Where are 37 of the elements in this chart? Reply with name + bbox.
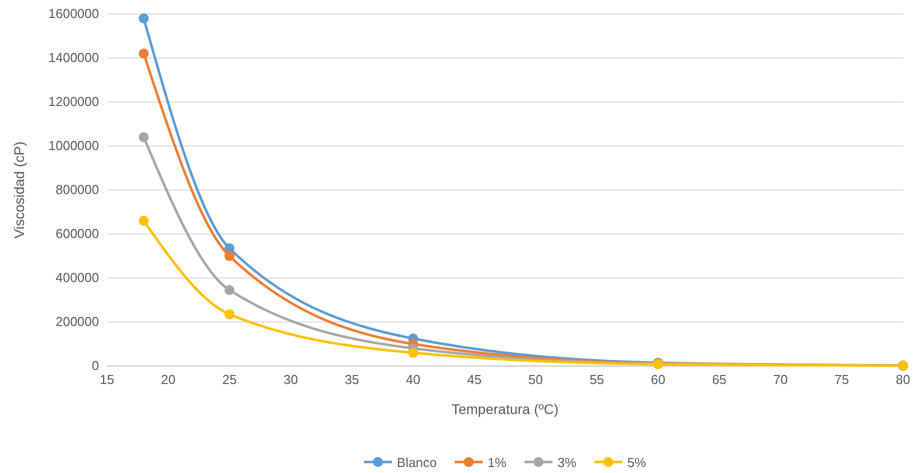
point xyxy=(138,132,149,142)
y-tick-label: 1200000 xyxy=(48,94,99,110)
point xyxy=(224,285,234,296)
point xyxy=(138,48,149,59)
x-tick-label: 35 xyxy=(344,372,360,388)
x-tick-label: 75 xyxy=(834,372,850,388)
x-tick-label: 20 xyxy=(160,372,176,388)
y-tick-label: 200000 xyxy=(56,314,99,330)
x-tick-label: 30 xyxy=(283,372,298,388)
x-tick-label: 65 xyxy=(712,372,727,388)
x-tick-label: 70 xyxy=(773,372,788,388)
point xyxy=(224,309,234,320)
y-tick-label: 1600000 xyxy=(48,6,99,22)
legend-label: 1% xyxy=(488,455,507,470)
y-tick-label: 1400000 xyxy=(48,50,99,66)
y-tick-label: 400000 xyxy=(56,270,99,286)
x-tick-label: 55 xyxy=(590,372,604,388)
y-tick-label: 800000 xyxy=(56,182,99,198)
x-tick-label: 50 xyxy=(528,372,543,388)
x-tick-label: 40 xyxy=(406,372,420,388)
point xyxy=(138,216,149,226)
y-tick-label: 1000000 xyxy=(48,138,99,154)
point xyxy=(138,13,149,24)
legend-label: 3% xyxy=(557,455,577,470)
y-tick-label: 0 xyxy=(92,358,99,374)
y-tick-label: 600000 xyxy=(56,226,99,242)
y-axis-title: Viscosidad (cP) xyxy=(11,141,27,239)
x-tick-label: 15 xyxy=(100,372,114,388)
legend-label: 5% xyxy=(627,455,647,470)
x-tick-label: 80 xyxy=(896,372,910,388)
x-tick-label: 25 xyxy=(222,372,237,388)
x-tick-label: 60 xyxy=(650,372,666,388)
x-axis-title: Temperatura (ºC) xyxy=(451,401,559,417)
x-tick-label: 45 xyxy=(467,372,482,388)
legend-label: Blanco xyxy=(396,455,437,470)
point xyxy=(224,251,234,261)
point xyxy=(408,348,418,358)
